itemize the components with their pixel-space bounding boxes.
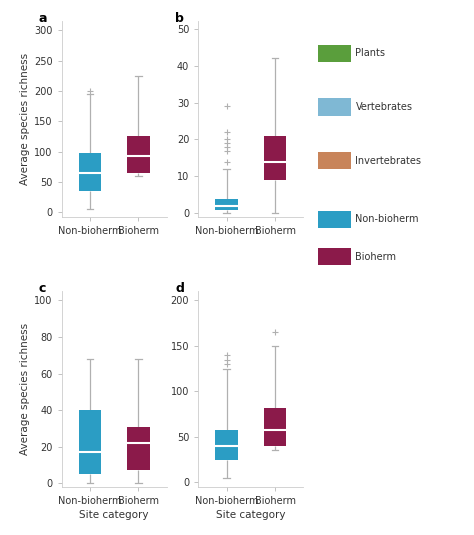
FancyBboxPatch shape xyxy=(216,198,237,210)
Text: Plants: Plants xyxy=(356,49,385,58)
FancyBboxPatch shape xyxy=(264,408,286,446)
FancyBboxPatch shape xyxy=(79,154,101,191)
FancyBboxPatch shape xyxy=(264,136,286,180)
FancyBboxPatch shape xyxy=(79,410,101,474)
Text: Invertebrates: Invertebrates xyxy=(356,156,421,165)
Text: Non-bioherm: Non-bioherm xyxy=(356,215,419,224)
FancyBboxPatch shape xyxy=(128,426,149,470)
Text: b: b xyxy=(175,12,184,25)
X-axis label: Site category: Site category xyxy=(80,510,149,520)
Text: Vertebrates: Vertebrates xyxy=(356,102,412,112)
FancyBboxPatch shape xyxy=(216,430,237,460)
X-axis label: Site category: Site category xyxy=(216,510,285,520)
Y-axis label: Average species richness: Average species richness xyxy=(20,323,30,455)
FancyBboxPatch shape xyxy=(128,136,149,173)
Y-axis label: Average species richness: Average species richness xyxy=(20,53,30,185)
Text: Bioherm: Bioherm xyxy=(356,252,396,262)
Text: d: d xyxy=(175,281,184,294)
Text: a: a xyxy=(38,12,47,25)
Text: c: c xyxy=(38,281,46,294)
